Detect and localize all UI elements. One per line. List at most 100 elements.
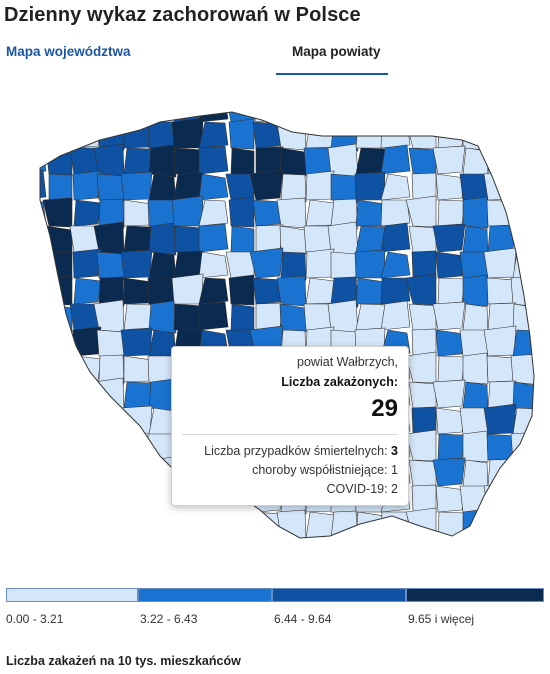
county-region[interactable]: [354, 96, 386, 123]
county-region[interactable]: [123, 381, 153, 409]
county-region[interactable]: [510, 509, 540, 541]
county-region[interactable]: [279, 225, 307, 255]
county-region[interactable]: [538, 122, 550, 148]
county-region[interactable]: [98, 354, 125, 385]
county-region[interactable]: [69, 537, 102, 556]
county-region[interactable]: [120, 96, 153, 123]
county-region[interactable]: [462, 225, 489, 255]
county-region[interactable]: [17, 458, 47, 487]
county-region[interactable]: [538, 249, 550, 278]
county-region[interactable]: [279, 147, 307, 177]
county-region[interactable]: [462, 147, 489, 177]
county-region[interactable]: [198, 511, 229, 538]
county-region[interactable]: [42, 431, 73, 462]
county-region[interactable]: [225, 96, 255, 124]
county-region[interactable]: [16, 247, 47, 279]
county-region[interactable]: [462, 459, 489, 489]
county-region[interactable]: [230, 225, 255, 254]
county-region[interactable]: [249, 247, 284, 279]
county-region[interactable]: [48, 173, 73, 202]
county-region[interactable]: [487, 302, 517, 331]
county-region[interactable]: [198, 145, 229, 175]
county-region[interactable]: [147, 511, 177, 541]
county-region[interactable]: [538, 304, 550, 330]
county-region[interactable]: [198, 121, 229, 149]
county-region[interactable]: [198, 173, 229, 201]
county-region[interactable]: [355, 147, 386, 175]
county-region[interactable]: [42, 509, 73, 539]
county-region[interactable]: [17, 121, 47, 149]
county-region[interactable]: [230, 147, 255, 176]
county-region[interactable]: [42, 275, 73, 306]
county-region[interactable]: [48, 251, 73, 280]
poland-county-map[interactable]: [0, 96, 550, 556]
county-region[interactable]: [408, 147, 437, 176]
county-region[interactable]: [355, 199, 386, 227]
county-region[interactable]: [72, 248, 102, 279]
county-region[interactable]: [435, 173, 466, 201]
county-region[interactable]: [72, 404, 102, 435]
county-region[interactable]: [173, 225, 204, 253]
county-region[interactable]: [73, 121, 102, 149]
county-region[interactable]: [255, 302, 284, 331]
county-region[interactable]: [72, 170, 102, 201]
county-region[interactable]: [510, 275, 540, 308]
county-region[interactable]: [96, 96, 125, 125]
county-region[interactable]: [380, 199, 411, 227]
county-region[interactable]: [73, 433, 102, 461]
county-region[interactable]: [405, 273, 437, 306]
county-region[interactable]: [173, 147, 204, 175]
county-region[interactable]: [487, 146, 517, 175]
county-region[interactable]: [73, 511, 102, 538]
county-region[interactable]: [280, 251, 307, 281]
county-region[interactable]: [98, 510, 125, 540]
county-region[interactable]: [512, 407, 540, 438]
county-region[interactable]: [355, 303, 386, 331]
county-region[interactable]: [93, 455, 125, 489]
county-region[interactable]: [408, 303, 437, 332]
county-region[interactable]: [330, 173, 359, 204]
county-region[interactable]: [437, 199, 466, 227]
county-region[interactable]: [462, 537, 489, 556]
county-region[interactable]: [483, 481, 517, 513]
county-region[interactable]: [45, 303, 73, 332]
county-region[interactable]: [462, 303, 489, 333]
county-region[interactable]: [355, 225, 386, 253]
county-region[interactable]: [487, 224, 517, 253]
county-region[interactable]: [483, 403, 517, 435]
county-region[interactable]: [72, 326, 102, 357]
county-region[interactable]: [330, 96, 359, 126]
county-region[interactable]: [305, 248, 335, 279]
county-region[interactable]: [380, 511, 411, 538]
county-region[interactable]: [355, 511, 386, 538]
county-region[interactable]: [462, 430, 489, 463]
county-region[interactable]: [462, 274, 489, 307]
county-region[interactable]: [252, 121, 284, 149]
county-region[interactable]: [408, 381, 437, 410]
county-region[interactable]: [72, 482, 102, 513]
county-region[interactable]: [327, 533, 359, 556]
county-region[interactable]: [380, 277, 411, 305]
county-region[interactable]: [305, 511, 335, 538]
county-region[interactable]: [48, 407, 73, 436]
county-region[interactable]: [45, 459, 73, 488]
county-region[interactable]: [69, 381, 102, 409]
county-region[interactable]: [432, 223, 466, 253]
county-region[interactable]: [538, 278, 550, 304]
map-svg[interactable]: [0, 96, 550, 556]
county-region[interactable]: [380, 96, 411, 123]
county-region[interactable]: [45, 381, 73, 410]
county-region[interactable]: [380, 121, 411, 149]
county-region[interactable]: [510, 197, 540, 230]
county-region[interactable]: [120, 171, 153, 201]
county-region[interactable]: [249, 169, 284, 201]
county-region[interactable]: [405, 351, 437, 384]
county-region[interactable]: [405, 195, 437, 228]
county-region[interactable]: [93, 533, 125, 556]
county-region[interactable]: [487, 380, 517, 409]
county-region[interactable]: [305, 121, 335, 149]
county-region[interactable]: [538, 356, 550, 382]
county-region[interactable]: [435, 96, 466, 123]
county-region[interactable]: [538, 512, 550, 538]
county-region[interactable]: [538, 327, 550, 356]
